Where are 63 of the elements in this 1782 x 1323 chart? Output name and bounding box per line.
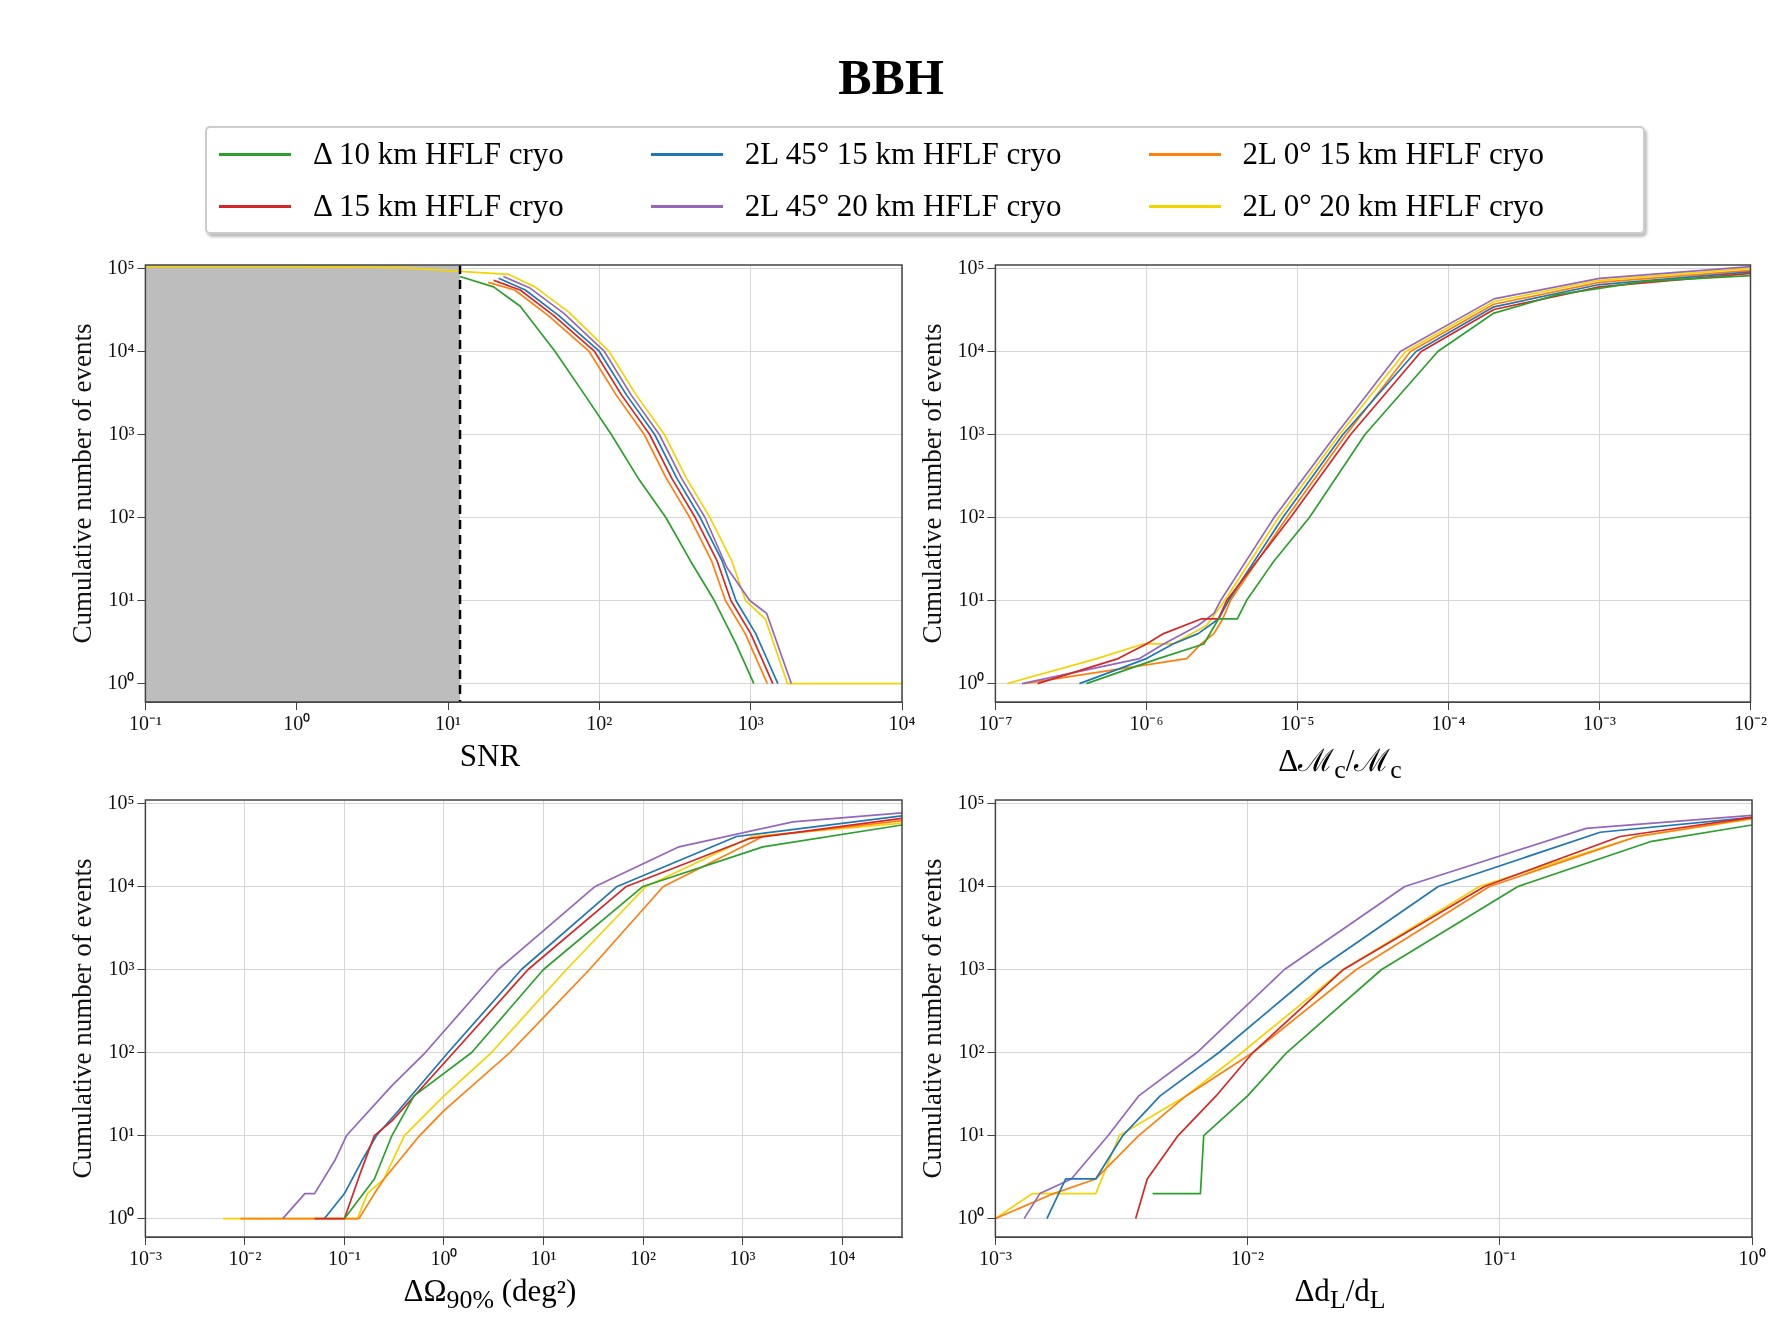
- x-tick-label: 10²: [586, 712, 613, 735]
- y-axis-title: Cumulative number of events: [917, 858, 948, 1179]
- legend-label: 2L 0° 20 km HFLF cryo: [1242, 188, 1545, 224]
- x-tick-label: 10⁻³: [978, 1247, 1012, 1270]
- y-tick-label: 10³: [958, 956, 985, 979]
- y-tick-label: 10⁵: [957, 255, 985, 278]
- y-tick-label: 10²: [958, 504, 985, 527]
- x-tick-label: 10¹: [435, 712, 462, 735]
- y-tick-label: 10¹: [958, 1122, 985, 1145]
- y-tick-label: 10⁴: [107, 873, 135, 896]
- y-tick-label: 10²: [108, 504, 135, 527]
- x-tick-label: 10³: [729, 1247, 756, 1270]
- y-tick-label: 10¹: [958, 587, 985, 610]
- x-tick-label: 10²: [630, 1247, 657, 1270]
- y-tick-label: 10⁰: [957, 1205, 985, 1228]
- y-tick-label: 10³: [108, 421, 135, 444]
- y-tick-label: 10⁴: [957, 338, 985, 361]
- x-tick-label: 10⁰: [283, 712, 311, 735]
- y-tick-label: 10⁵: [107, 790, 135, 813]
- y-tick-label: 10⁵: [957, 790, 985, 813]
- x-tick-label: 10⁻⁶: [1129, 712, 1164, 735]
- y-tick-label: 10¹: [108, 1122, 135, 1145]
- y-tick-label: 10³: [108, 956, 135, 979]
- y-tick-label: 10⁰: [957, 670, 985, 693]
- y-tick-label: 10¹: [108, 587, 135, 610]
- y-tick-label: 10⁰: [107, 670, 135, 693]
- x-axis-title: SNR: [458, 738, 522, 774]
- x-tick-label: 10⁻¹: [128, 712, 162, 735]
- y-tick-label: 10³: [958, 421, 985, 444]
- x-axis-title: Δd$_{L}$/d$_{L}$: [1293, 1273, 1387, 1316]
- x-tick-label: 10⁻³: [128, 1247, 162, 1270]
- legend-label: Δ 10 km HFLF cryo: [313, 136, 564, 172]
- x-tick-label: 10⁴: [828, 1247, 856, 1270]
- x-tick-label: 10⁴: [888, 712, 916, 735]
- x-tick-label: 10⁻⁴: [1431, 712, 1466, 735]
- legend-label: 2L 45° 20 km HFLF cryo: [744, 188, 1062, 224]
- legend-label: Δ 15 km HFLF cryo: [313, 188, 564, 224]
- y-tick-label: 10²: [108, 1039, 135, 1062]
- y-tick-label: 10⁵: [107, 255, 135, 278]
- x-tick-label: 10⁻²: [1734, 712, 1767, 735]
- y-axis-title: Cumulative number of events: [917, 323, 948, 644]
- x-tick-label: 10¹: [530, 1247, 557, 1270]
- x-axis-title: Δℳ$_{c}$/ℳ$_{c}$: [1277, 742, 1403, 786]
- x-axis-title: ΔΩ$_{90%}$ (deg²): [402, 1273, 578, 1316]
- y-tick-label: 10⁴: [107, 338, 135, 361]
- x-tick-label: 10⁻²: [228, 1247, 262, 1270]
- x-tick-label: 10⁰: [1738, 1247, 1766, 1270]
- x-tick-label: 10⁻¹: [327, 1247, 361, 1270]
- x-tick-label: 10⁰: [430, 1247, 458, 1270]
- x-tick-label: 10⁻³: [1582, 712, 1616, 735]
- chart-title: BBH: [837, 48, 945, 106]
- y-axis-title: Cumulative number of events: [67, 323, 98, 644]
- y-tick-label: 10²: [958, 1039, 985, 1062]
- y-tick-label: 10⁰: [107, 1205, 135, 1228]
- y-axis-title: Cumulative number of events: [67, 858, 98, 1179]
- y-tick-label: 10⁴: [957, 873, 985, 896]
- x-tick-label: 10⁻²: [1231, 1247, 1265, 1270]
- legend-label: 2L 0° 15 km HFLF cryo: [1242, 136, 1545, 172]
- x-tick-label: 10⁻¹: [1483, 1247, 1517, 1270]
- x-tick-label: 10³: [737, 712, 764, 735]
- x-tick-label: 10⁻⁷: [978, 712, 1013, 735]
- legend-label: 2L 45° 15 km HFLF cryo: [744, 136, 1062, 172]
- x-tick-label: 10⁻⁵: [1280, 712, 1315, 735]
